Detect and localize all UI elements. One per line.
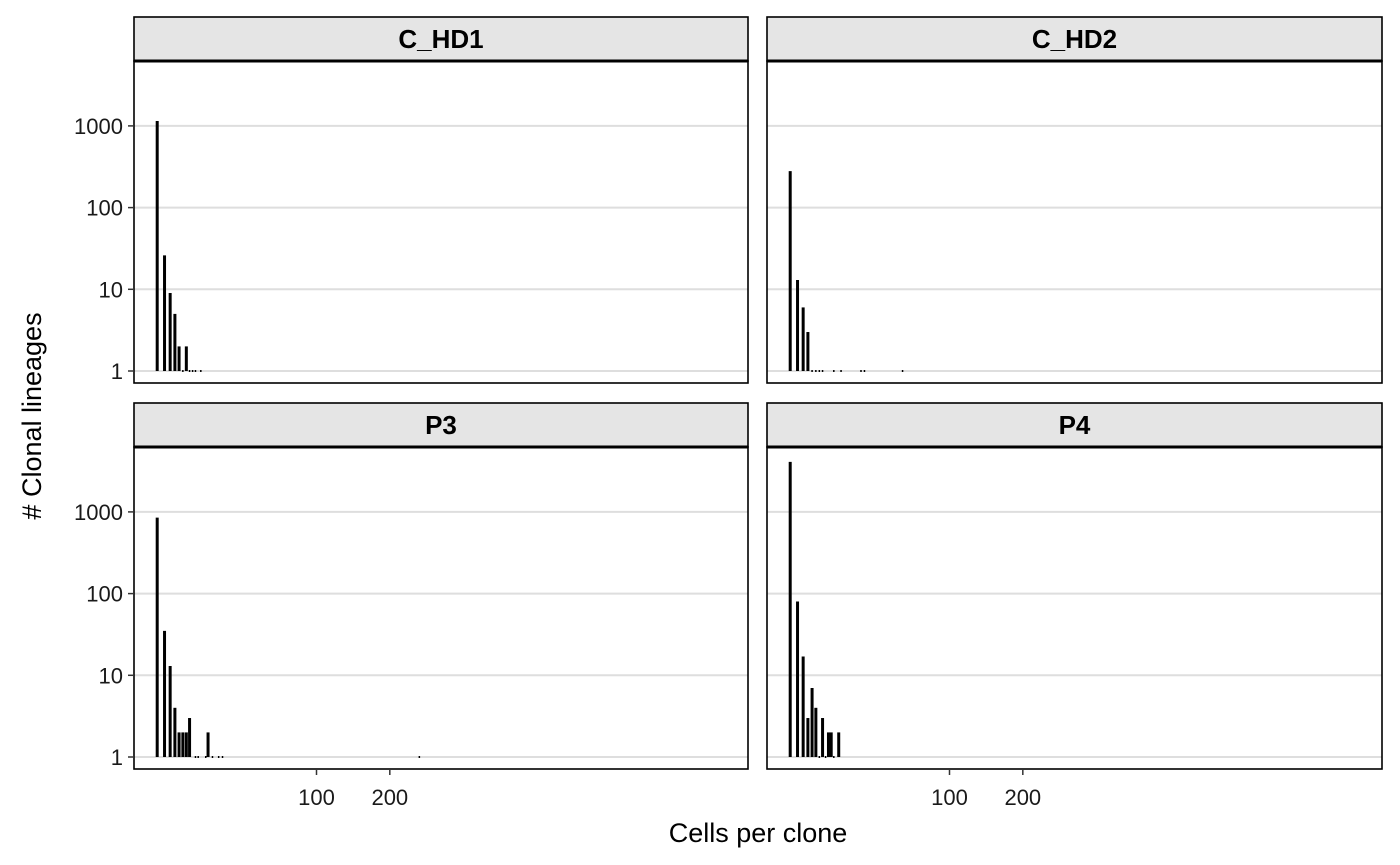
y-tick-label: 10 [99,277,123,302]
facet-strip [133,402,749,448]
x-tick-label: 100 [931,785,968,810]
y-axis-title: # Clonal lineages [17,312,47,519]
y-tick-label: 1 [111,745,123,770]
y-tick-label: 1000 [74,500,123,525]
y-tick-label: 1000 [74,114,123,139]
panel-background [767,447,1382,769]
panel-background [767,61,1382,383]
y-tick-label: 1 [111,359,123,384]
y-tick-label: 100 [86,582,123,607]
y-tick-label: 10 [99,663,123,688]
facet-strip [766,16,1383,62]
x-axis-title: Cells per clone [669,818,848,848]
facet-strip [133,16,749,62]
x-tick-label: 100 [298,785,335,810]
y-tick-label: 100 [86,196,123,221]
panel-background [134,61,748,383]
facet-strip-label: P4 [1059,410,1091,440]
facet-strip-label: P3 [425,410,457,440]
facet-strip-label: C_HD2 [1032,24,1117,54]
facet-strip-label: C_HD1 [398,24,483,54]
x-tick-label: 200 [371,785,408,810]
panel-background [134,447,748,769]
x-tick-label: 200 [1004,785,1041,810]
